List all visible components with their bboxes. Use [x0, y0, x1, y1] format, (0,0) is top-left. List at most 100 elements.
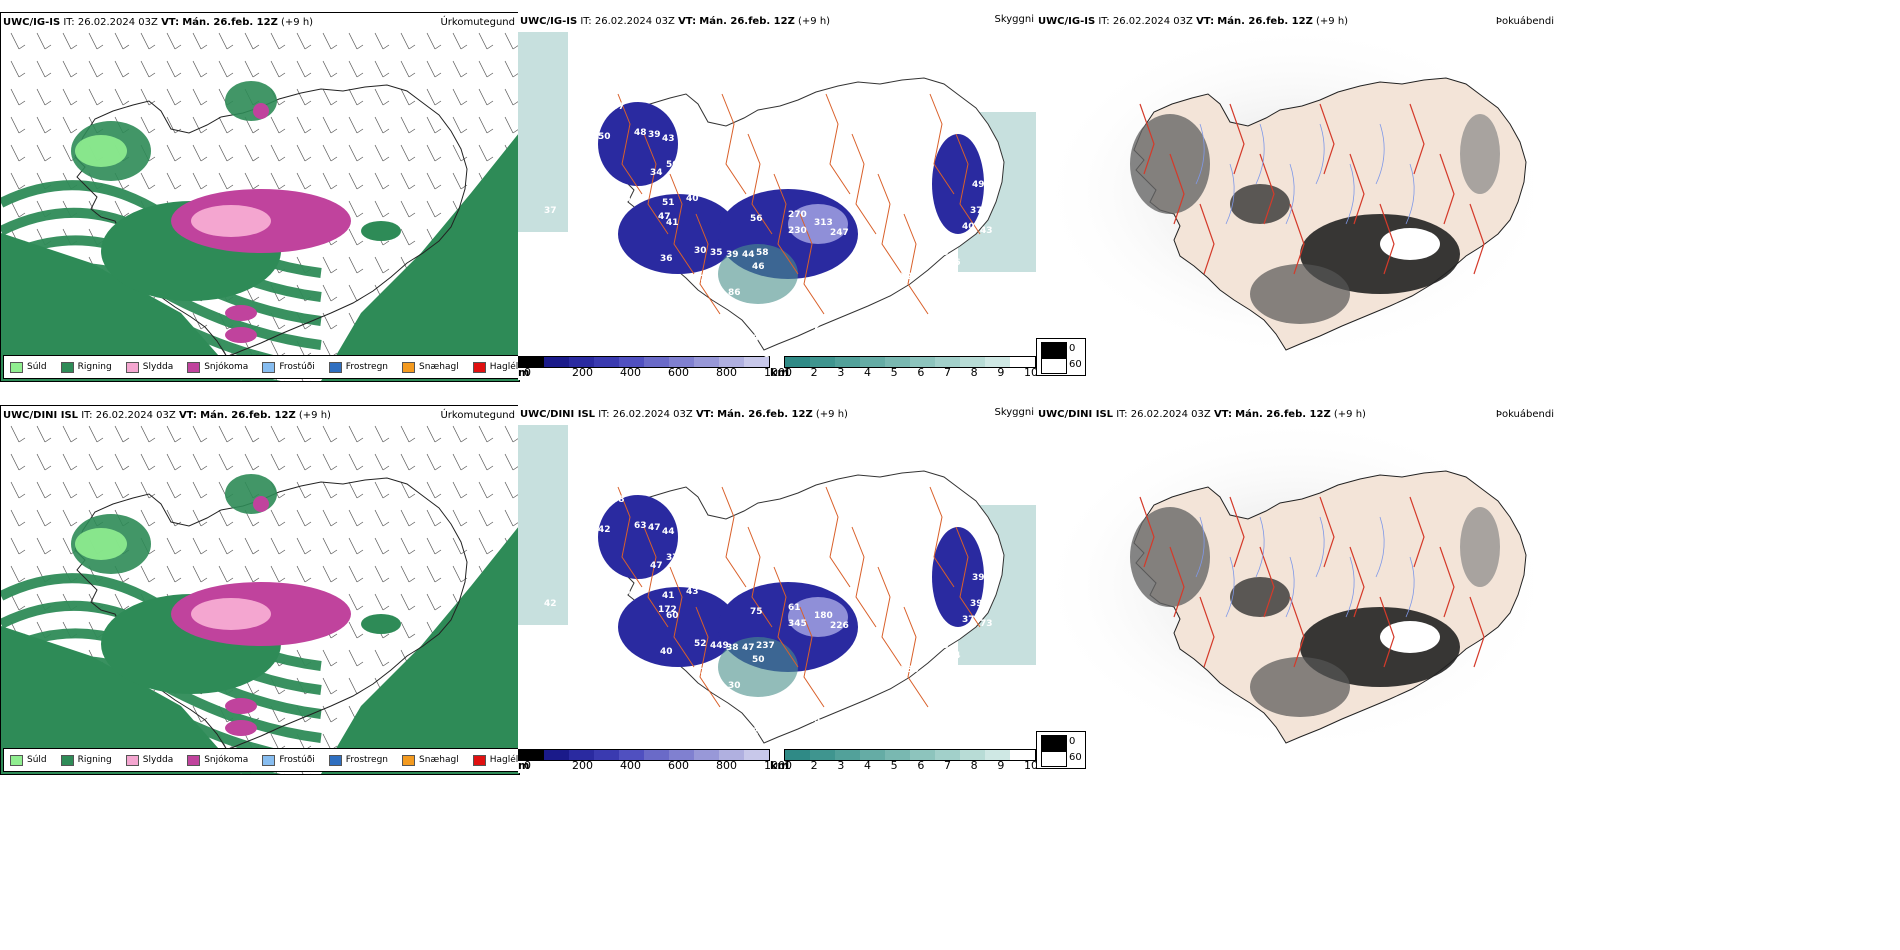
colorbar-segment	[519, 357, 544, 367]
fog-map	[1036, 415, 1556, 745]
visibility-value-label: 30	[728, 681, 741, 691]
legend-label: Frostúði	[279, 362, 315, 372]
visibility-value-label: 41	[740, 739, 753, 749]
visibility-value-label: 54	[846, 681, 859, 691]
colorbar-tick: 4	[864, 366, 871, 379]
colorbar-tick: 600	[668, 759, 689, 772]
visibility-colorbar	[784, 356, 1036, 368]
visibility-value-label: 56	[750, 214, 763, 224]
legend-label: Rigning	[77, 362, 112, 372]
ceiling-colorbar	[518, 749, 770, 761]
colorbar-segment	[910, 357, 935, 367]
visibility-value-label: 44	[948, 651, 961, 661]
colorbar-tick: 6	[917, 759, 925, 772]
colorbar-segment	[544, 750, 569, 760]
legend-swatch	[10, 754, 23, 766]
visibility-value-label: 313	[814, 218, 833, 228]
colorbar-tick: 10	[1024, 759, 1036, 772]
precip-map	[1, 32, 519, 381]
colorbar-segment	[935, 750, 960, 760]
colorbar-tick: 800	[716, 366, 737, 379]
visibility-value-label: 41	[662, 591, 675, 601]
colorbar-tick: 200	[572, 759, 593, 772]
visibility-value-label: 48	[680, 284, 693, 294]
legend-item: Frostúði	[262, 754, 315, 766]
legend-swatch	[262, 754, 276, 766]
visibility-value-label: 46	[752, 262, 765, 272]
colorbar-segment	[935, 357, 960, 367]
ceiling-colorbar	[518, 356, 770, 368]
visibility-value-label: 108	[764, 322, 783, 332]
row2-precip-panel: UWC/DINI ISL IT: 26.02.2024 03Z VT: Mán.…	[0, 405, 520, 775]
colorbar-tick: 4	[864, 759, 871, 772]
visibility-value-label: 36	[948, 258, 961, 268]
colorbar-segment	[1010, 357, 1035, 367]
visibility-value-label: 36	[618, 194, 631, 204]
legend-swatch	[328, 754, 342, 766]
visibility-value-label: 47	[648, 523, 661, 533]
visibility-value-label: 75	[574, 104, 587, 114]
colorbar-segment	[544, 357, 569, 367]
legend-swatch	[472, 361, 486, 373]
visibility-value-label: 39	[726, 250, 739, 260]
visibility-value-label: 42	[544, 599, 557, 609]
colorbar-tick: 2	[810, 366, 818, 379]
visibility-value-label: 40	[686, 194, 699, 204]
visibility-value-label: 33	[694, 667, 707, 677]
colorbar-segment	[835, 357, 860, 367]
visibility-value-label: 73	[980, 619, 993, 629]
colorbar-segment	[985, 750, 1010, 760]
colorbar-segment	[669, 750, 694, 760]
legend-label: Snjókoma	[204, 755, 249, 765]
visibility-value-label: 50	[602, 593, 615, 603]
colorbar-segment	[719, 750, 744, 760]
visibility-value-label: 45	[628, 453, 641, 463]
visibility-value-label: 49	[972, 180, 985, 190]
colorbar-segment	[644, 750, 669, 760]
visibility-value-label: 63	[658, 304, 671, 314]
visibility-value-label: 37	[740, 346, 753, 356]
visibility-map	[518, 32, 1036, 351]
visibility-value-label: 41	[666, 218, 679, 228]
legend-item: Snjókoma	[187, 754, 249, 766]
visibility-value-label: 50	[752, 655, 765, 665]
panel-title: UWC/IG-IS IT: 26.02.2024 03Z VT: Mán. 26…	[3, 17, 314, 28]
visibility-value-label: 172	[658, 605, 677, 615]
colorbar-tick: 400	[620, 366, 641, 379]
visibility-value-label: 53	[794, 286, 807, 296]
fog-high-swatch	[1041, 735, 1067, 751]
legend-swatch	[472, 754, 486, 766]
panel-parameter: Skyggni	[994, 407, 1034, 418]
visibility-value-label: 58	[936, 641, 949, 651]
fog-low-swatch	[1041, 751, 1067, 767]
legend-item: Frostregn	[328, 361, 388, 373]
visibility-value-label: 39	[648, 130, 661, 140]
colorbar-segment	[985, 357, 1010, 367]
colorbar-segment	[694, 750, 719, 760]
legend-item: Súld	[10, 754, 47, 766]
fog-low-label: 60	[1069, 359, 1082, 370]
fog-legend: 0 60	[1036, 338, 1086, 376]
visibility-value-label: 43	[662, 134, 675, 144]
colorbar-segment	[885, 750, 910, 760]
fog-map	[1036, 22, 1556, 352]
panel-title: UWC/DINI ISL IT: 26.02.2024 03Z VT: Mán.…	[1038, 409, 1366, 420]
visibility-value-label: 36	[660, 254, 673, 264]
colorbar-tick: 1000	[764, 759, 792, 772]
visibility-value-label: 44	[614, 66, 627, 76]
visibility-value-label: 48	[746, 334, 759, 344]
legend-label: Súld	[27, 362, 47, 372]
colorbar-tick: 3	[837, 366, 845, 379]
colorbar-segment	[810, 357, 835, 367]
legend-item: Snæhagl	[402, 361, 459, 373]
colorbar-segment	[694, 357, 719, 367]
colorbar-tick: 7	[944, 759, 951, 772]
visibility-value-label: 35	[710, 248, 723, 258]
colorbar-segment	[960, 357, 985, 367]
colorbar-tick: 6	[917, 366, 925, 379]
legend-swatch	[187, 361, 201, 373]
visibility-value-label: 185	[900, 665, 919, 675]
visibility-map	[518, 425, 1036, 744]
visibility-value-label: 43	[808, 715, 821, 725]
visibility-value-label: 40	[962, 222, 975, 232]
